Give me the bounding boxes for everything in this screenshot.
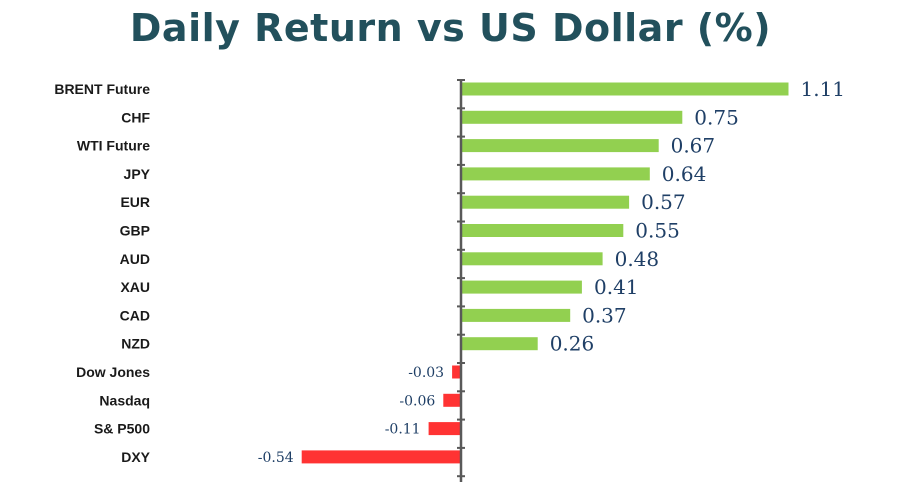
category-label: BRENT Future: [54, 81, 150, 97]
chart-title: Daily Return vs US Dollar (%): [129, 6, 772, 50]
data-label: 0.48: [615, 247, 660, 271]
data-label: 0.75: [694, 105, 739, 129]
category-label: Dow Jones: [76, 364, 150, 380]
bar-eur: [461, 195, 630, 209]
data-label: 0.57: [641, 190, 686, 214]
data-label: -0.54: [258, 450, 294, 466]
category-label: NZD: [121, 336, 150, 352]
category-label: S& P500: [94, 421, 150, 437]
category-label: WTI Future: [77, 138, 150, 154]
category-label: CAD: [120, 307, 150, 323]
category-label: DXY: [121, 449, 150, 465]
data-label: 0.37: [582, 303, 627, 327]
bar-gbp: [461, 224, 624, 237]
category-label: XAU: [120, 279, 150, 295]
category-label: Nasdaq: [99, 392, 150, 408]
bar-nzd: [461, 337, 538, 351]
data-label: -0.11: [385, 422, 421, 438]
bar-xau: [461, 280, 582, 294]
data-label: 0.26: [550, 332, 595, 356]
bar-dxy: [301, 450, 461, 464]
bar-jpy: [461, 167, 650, 181]
bar-s-p500: [428, 422, 462, 436]
data-label: 0.64: [662, 162, 707, 186]
bar-brent-future: [461, 82, 789, 96]
data-label: 0.41: [594, 275, 639, 299]
data-label: -0.06: [399, 393, 435, 409]
category-label: CHF: [121, 109, 150, 125]
data-label: -0.03: [408, 365, 444, 381]
bar-nasdaq: [443, 393, 461, 407]
data-label: 1.11: [801, 77, 846, 101]
category-label: AUD: [120, 251, 150, 267]
bar-aud: [461, 252, 603, 266]
category-label: JPY: [124, 166, 151, 182]
bar-dow-jones: [452, 365, 461, 379]
data-label: 0.55: [635, 219, 680, 243]
category-label: GBP: [120, 223, 150, 239]
bar-chf: [461, 110, 683, 124]
bar-wti-future: [461, 139, 659, 153]
bar-cad: [461, 308, 571, 322]
data-label: 0.67: [671, 134, 716, 158]
category-label: EUR: [120, 194, 150, 210]
